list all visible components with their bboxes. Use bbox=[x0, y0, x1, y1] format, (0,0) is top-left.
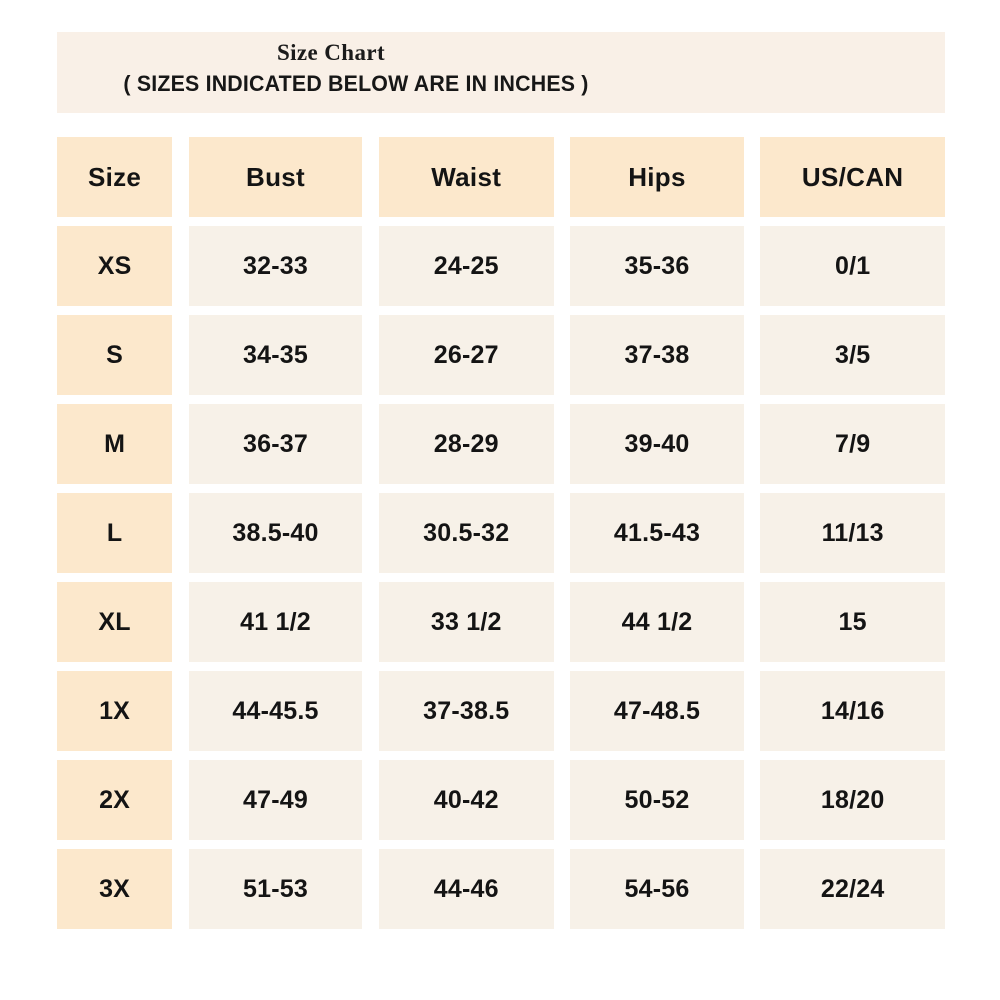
size-label-2x: 2X bbox=[57, 760, 173, 840]
cell-1x-waist: 37-38.5 bbox=[378, 671, 554, 751]
cell-m-waist: 28-29 bbox=[378, 404, 554, 484]
table-row: XL 41 1/2 33 1/2 44 1/2 15 bbox=[57, 582, 945, 662]
cell-xs-waist: 24-25 bbox=[378, 226, 554, 306]
size-label-1x: 1X bbox=[57, 671, 173, 751]
cell-xs-hips: 35-36 bbox=[569, 226, 745, 306]
column-header-size: Size bbox=[57, 137, 173, 217]
cell-xs-bust: 32-33 bbox=[189, 226, 362, 306]
cell-l-us-can: 11/13 bbox=[760, 493, 945, 573]
table-row: S 34-35 26-27 37-38 3/5 bbox=[57, 315, 945, 395]
cell-s-bust: 34-35 bbox=[189, 315, 362, 395]
cell-1x-hips: 47-48.5 bbox=[569, 671, 745, 751]
cell-m-bust: 36-37 bbox=[189, 404, 362, 484]
title-panel: Size Chart ( SIZES INDICATED BELOW ARE I… bbox=[57, 32, 945, 113]
size-label-m: M bbox=[57, 404, 173, 484]
cell-1x-us-can: 14/16 bbox=[760, 671, 945, 751]
cell-s-us-can: 3/5 bbox=[760, 315, 945, 395]
cell-3x-hips: 54-56 bbox=[569, 849, 745, 929]
cell-xl-us-can: 15 bbox=[760, 582, 945, 662]
cell-2x-hips: 50-52 bbox=[569, 760, 745, 840]
table-row: 2X 47-49 40-42 50-52 18/20 bbox=[57, 760, 945, 840]
table-row: XS 32-33 24-25 35-36 0/1 bbox=[57, 226, 945, 306]
cell-xs-us-can: 0/1 bbox=[760, 226, 945, 306]
cell-xl-waist: 33 1/2 bbox=[378, 582, 554, 662]
cell-m-us-can: 7/9 bbox=[760, 404, 945, 484]
column-header-waist: Waist bbox=[378, 137, 554, 217]
cell-1x-bust: 44-45.5 bbox=[189, 671, 362, 751]
cell-l-bust: 38.5-40 bbox=[189, 493, 362, 573]
size-label-l: L bbox=[57, 493, 173, 573]
cell-2x-bust: 47-49 bbox=[189, 760, 362, 840]
cell-2x-us-can: 18/20 bbox=[760, 760, 945, 840]
table-row: 3X 51-53 44-46 54-56 22/24 bbox=[57, 849, 945, 929]
cell-s-waist: 26-27 bbox=[378, 315, 554, 395]
page-title: Size Chart bbox=[276, 40, 386, 65]
table-header-row: Size Bust Waist Hips US/CAN bbox=[57, 137, 945, 217]
column-header-hips: Hips bbox=[569, 137, 745, 217]
cell-3x-us-can: 22/24 bbox=[760, 849, 945, 929]
column-header-bust: Bust bbox=[189, 137, 362, 217]
cell-s-hips: 37-38 bbox=[569, 315, 745, 395]
cell-xl-hips: 44 1/2 bbox=[569, 582, 745, 662]
cell-3x-bust: 51-53 bbox=[189, 849, 362, 929]
table-row: 1X 44-45.5 37-38.5 47-48.5 14/16 bbox=[57, 671, 945, 751]
size-chart-table: Size Bust Waist Hips US/CAN XS 32-33 24-25 35-36… bbox=[57, 137, 945, 929]
cell-3x-waist: 44-46 bbox=[378, 849, 554, 929]
table-row: L 38.5-40 30.5-32 41.5-43 11/13 bbox=[57, 493, 945, 573]
size-label-s: S bbox=[57, 315, 173, 395]
table-row: M 36-37 28-29 39-40 7/9 bbox=[57, 404, 945, 484]
column-header-us-can: US/CAN bbox=[760, 137, 945, 217]
size-label-xs: XS bbox=[57, 226, 173, 306]
cell-xl-bust: 41 1/2 bbox=[189, 582, 362, 662]
cell-l-waist: 30.5-32 bbox=[378, 493, 554, 573]
cell-2x-waist: 40-42 bbox=[378, 760, 554, 840]
size-label-xl: XL bbox=[57, 582, 173, 662]
cell-l-hips: 41.5-43 bbox=[569, 493, 745, 573]
size-label-3x: 3X bbox=[57, 849, 173, 929]
cell-m-hips: 39-40 bbox=[569, 404, 745, 484]
page-subtitle: ( SIZES INDICATED BELOW ARE IN INCHES ) bbox=[123, 71, 589, 96]
